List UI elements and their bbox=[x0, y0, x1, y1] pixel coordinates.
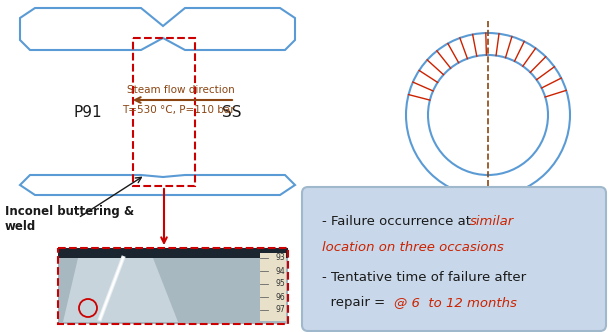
Text: 93: 93 bbox=[275, 254, 285, 263]
Bar bbox=[58, 248, 288, 258]
Text: P91: P91 bbox=[74, 105, 102, 120]
Text: SS: SS bbox=[222, 105, 242, 120]
FancyBboxPatch shape bbox=[302, 187, 606, 331]
Bar bbox=[260, 253, 286, 321]
Polygon shape bbox=[63, 258, 178, 322]
Text: T=530 °C, P=110 bar: T=530 °C, P=110 bar bbox=[122, 105, 235, 115]
Text: 95: 95 bbox=[275, 280, 285, 289]
Text: Inconel buttering &
weld: Inconel buttering & weld bbox=[5, 205, 134, 233]
Text: Steam flow direction: Steam flow direction bbox=[127, 85, 235, 95]
Bar bbox=[58, 248, 288, 324]
Text: 94: 94 bbox=[275, 267, 285, 276]
Text: repair =: repair = bbox=[322, 296, 393, 309]
Text: similar: similar bbox=[470, 215, 514, 228]
Bar bbox=[58, 248, 288, 324]
Text: - Failure occurrence at: - Failure occurrence at bbox=[322, 215, 475, 228]
Text: location on three occasions: location on three occasions bbox=[322, 241, 504, 254]
Text: 96: 96 bbox=[275, 292, 285, 301]
Bar bbox=[133, 38, 195, 186]
Text: @ 6  to 12 months: @ 6 to 12 months bbox=[394, 296, 517, 309]
Text: 97: 97 bbox=[275, 305, 285, 314]
Text: - Tentative time of failure after: - Tentative time of failure after bbox=[322, 271, 526, 284]
